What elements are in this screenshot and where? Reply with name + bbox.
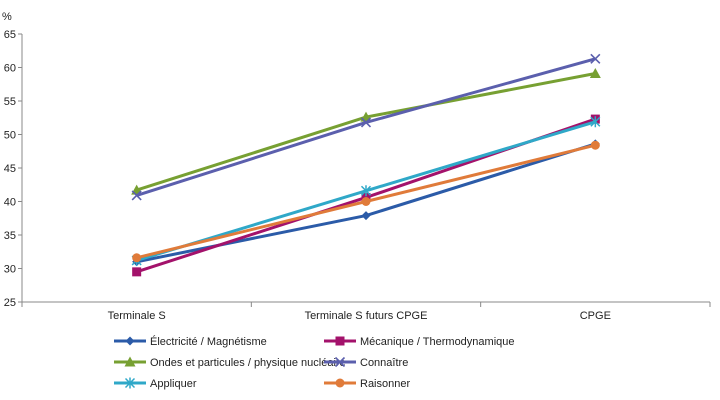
legend-label: Ondes et particules / physique nucléaire (150, 357, 346, 369)
x-tick-label: Terminale S futurs CPGE (305, 310, 428, 322)
y-tick-label: 60 (4, 63, 16, 75)
data-point (132, 267, 142, 277)
legend-label: Raisonner (360, 378, 410, 390)
series-4 (131, 53, 601, 201)
legend-marker (335, 336, 345, 346)
legend-label: Électricité / Magnétisme (150, 335, 267, 348)
legend-marker (124, 377, 136, 389)
series-line (136, 57, 596, 197)
legend-label: Appliquer (150, 378, 197, 390)
series-6 (132, 140, 600, 263)
legend-marker (335, 378, 345, 388)
marker-stroke (360, 117, 372, 128)
data-point (589, 68, 601, 79)
x-tick-label: CPGE (580, 310, 611, 322)
y-tick-label: 45 (4, 163, 16, 175)
marker-stroke (334, 356, 346, 368)
y-tick-label: 55 (4, 96, 16, 108)
legend-item: Ondes et particules / physique nucléaire (114, 356, 346, 369)
data-point (590, 53, 601, 64)
legend: Électricité / Magnétisme Mécanique / Ther… (114, 335, 515, 390)
y-tick-label: 50 (4, 130, 16, 142)
legend-item: Électricité / Magnétisme (114, 335, 267, 348)
data-point (590, 140, 600, 150)
legend-label: Mécanique / Thermodynamique (360, 336, 515, 348)
y-tick-label: 65 (4, 29, 16, 41)
data-point (131, 190, 142, 201)
y-tick-label: 30 (4, 264, 16, 276)
marker-stroke (131, 190, 142, 201)
data-point (590, 116, 601, 128)
data-point (360, 185, 372, 197)
y-tick-label: 40 (4, 197, 16, 209)
y-tick-label: 35 (4, 230, 16, 242)
legend-marker (334, 356, 346, 368)
legend-marker (124, 356, 136, 367)
x-tick-label: Terminale S (108, 310, 166, 322)
legend-item: Appliquer (114, 377, 197, 390)
data-point (361, 211, 371, 221)
series-5 (131, 116, 601, 266)
y-tick-label: 25 (4, 297, 16, 309)
legend-item: Connaître (324, 356, 408, 369)
data-point (360, 117, 372, 128)
legend-label: Connaître (360, 357, 408, 369)
series-layer (131, 53, 601, 277)
legend-item: Mécanique / Thermodynamique (324, 336, 515, 348)
legend-item: Raisonner (324, 378, 410, 390)
marker-stroke (590, 53, 601, 64)
axes: % 25 30 35 40 45 50 55 60 65 Terminale S Terminale … (2, 11, 711, 322)
data-point (361, 197, 371, 206)
data-point (132, 253, 142, 263)
legend-marker (125, 336, 135, 346)
y-unit-label: % (2, 11, 12, 23)
